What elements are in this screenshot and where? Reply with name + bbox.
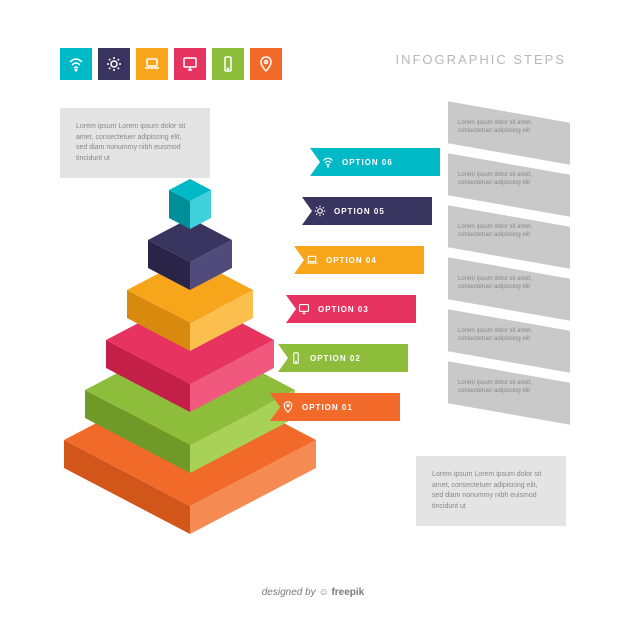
credit-brand: freepik — [331, 587, 364, 598]
option-label-text: OPTION 05 — [334, 207, 385, 216]
option-label-option-06: OPTION 06 — [310, 148, 440, 176]
lorem-item: Lorem ipsum dolor sit amet, consectetuer… — [448, 153, 570, 217]
option-label-text: OPTION 04 — [326, 256, 377, 265]
page-title: INFOGRAPHIC STEPS — [395, 52, 566, 67]
option-label-text: OPTION 01 — [302, 403, 353, 412]
option-label-option-01: OPTION 01 — [270, 393, 400, 421]
lorem-item: Lorem ipsum dolor sit amet, consectetuer… — [448, 309, 570, 373]
credit-line: designed by ☺ freepik — [0, 587, 626, 598]
icon-row — [60, 48, 282, 80]
monitor-icon — [296, 301, 312, 317]
pin-icon-square — [250, 48, 282, 80]
wifi-icon — [320, 154, 336, 170]
option-label-text: OPTION 06 — [342, 158, 393, 167]
option-label-option-05: OPTION 05 — [302, 197, 432, 225]
option-label-text: OPTION 02 — [310, 354, 361, 363]
option-label-option-03: OPTION 03 — [286, 295, 416, 323]
pin-icon — [280, 399, 296, 415]
mobile-icon-square — [212, 48, 244, 80]
lorem-item: Lorem ipsum dolor sit amet, consectetuer… — [448, 205, 570, 269]
option-label-option-02: OPTION 02 — [278, 344, 408, 372]
lorem-item: Lorem ipsum dolor sit amet, consectetuer… — [448, 101, 570, 165]
lorem-item: Lorem ipsum dolor sit amet, consectetuer… — [448, 257, 570, 321]
monitor-icon-square — [174, 48, 206, 80]
lorem-item: Lorem ipsum dolor sit amet, consectetuer… — [448, 361, 570, 425]
option-label-text: OPTION 03 — [318, 305, 369, 314]
lorem-list: Lorem ipsum dolor sit amet, consectetuer… — [448, 112, 570, 424]
mobile-icon — [288, 350, 304, 366]
gear-icon-square — [98, 48, 130, 80]
laptop-icon-square — [136, 48, 168, 80]
wifi-icon-square — [60, 48, 92, 80]
credit-prefix: designed by — [262, 587, 319, 598]
textbox-bottom-right: Lorem ipsum Lorem ipsum dolor sit amet, … — [416, 456, 566, 526]
laptop-icon — [304, 252, 320, 268]
gear-icon — [312, 203, 328, 219]
option-label-option-04: OPTION 04 — [294, 246, 424, 274]
